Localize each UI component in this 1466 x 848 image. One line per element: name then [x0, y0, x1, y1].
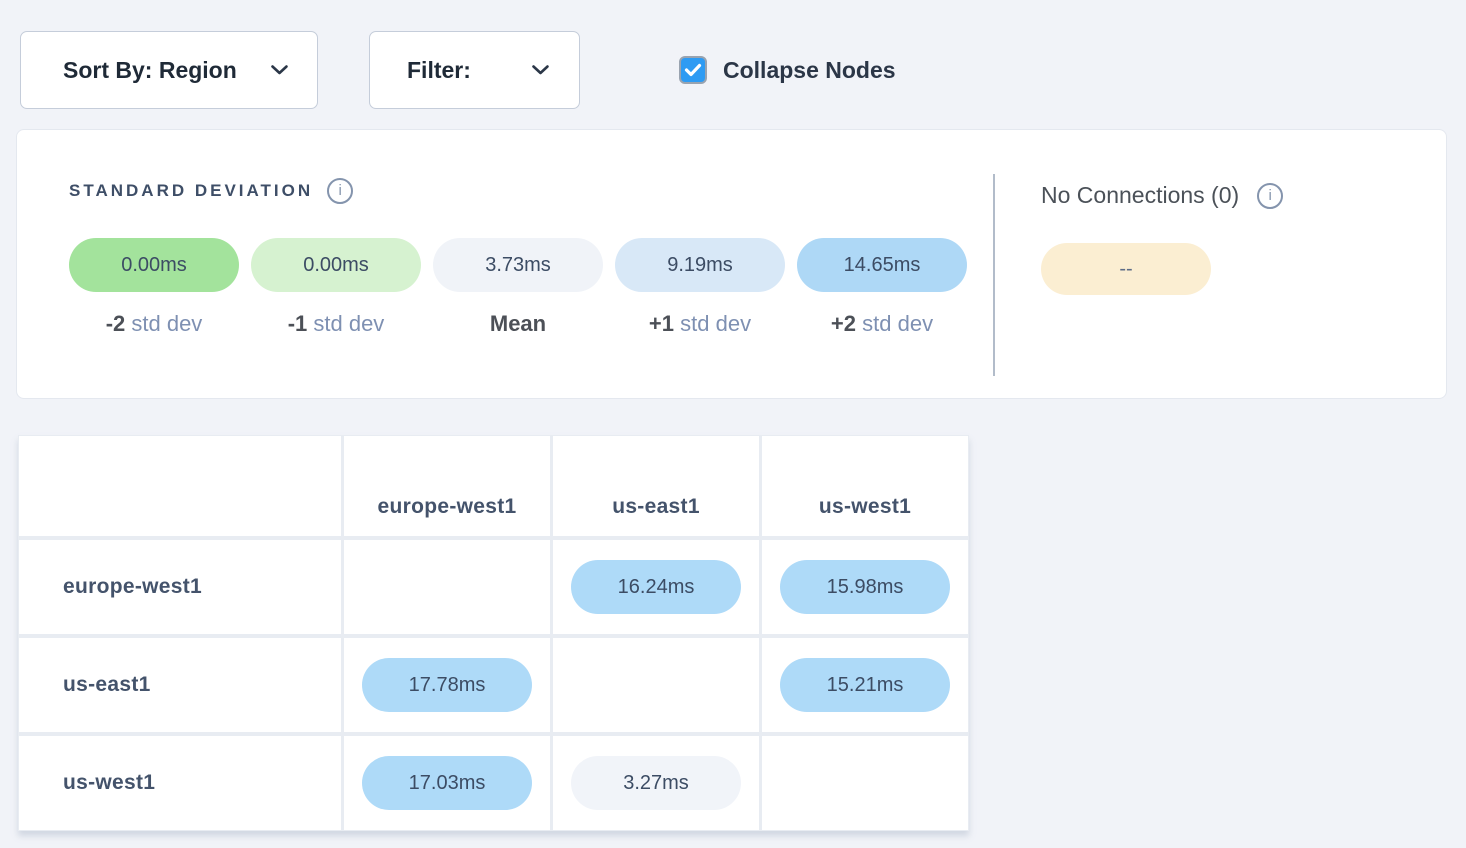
matrix-column-header: us-west1: [762, 436, 968, 536]
legend-label-prefix: Mean: [489, 311, 547, 336]
check-icon: [684, 63, 702, 77]
legend-item: 0.00ms -1 std dev: [251, 238, 421, 337]
latency-pill[interactable]: 16.24ms: [571, 560, 741, 614]
legend-item: 9.19ms +1 std dev: [615, 238, 785, 337]
matrix-column-header: us-east1: [553, 436, 759, 536]
latency-pill[interactable]: 3.27ms: [571, 756, 741, 810]
matrix-row-header: us-west1: [19, 736, 341, 830]
filter-label: Filter:: [407, 56, 471, 83]
sort-by-dropdown[interactable]: Sort By: Region: [20, 31, 318, 109]
latency-pill[interactable]: 17.78ms: [362, 658, 532, 712]
no-connections-pill: --: [1041, 243, 1211, 295]
chevron-down-icon: [531, 64, 550, 76]
legend-label-prefix: +1: [648, 311, 675, 336]
legend-label-suffix: std dev: [680, 311, 752, 336]
legend-label: -1 std dev: [251, 311, 421, 337]
legend-label-suffix: std dev: [862, 311, 934, 336]
legend-label-suffix: std dev: [131, 311, 203, 336]
sort-by-label: Sort By: Region: [63, 56, 237, 83]
latency-matrix: europe-west1 us-east1 us-west1 europe-west1…: [18, 435, 969, 831]
matrix-cell: 3.27ms: [553, 736, 759, 830]
info-icon[interactable]: i: [327, 178, 354, 204]
legend-item: 3.73ms Mean: [433, 238, 603, 337]
latency-pill[interactable]: 17.03ms: [362, 756, 532, 810]
legend-label-prefix: +2: [830, 311, 857, 336]
latency-pill[interactable]: 15.21ms: [780, 658, 950, 712]
toolbar: Sort By: Region Filter: Collapse Nodes: [0, 0, 1466, 109]
no-connections-title: No Connections (0): [1041, 182, 1240, 208]
matrix-column-header: europe-west1: [344, 436, 550, 536]
filter-dropdown[interactable]: Filter:: [369, 31, 580, 109]
matrix-cell: 17.03ms: [344, 736, 550, 830]
matrix-cell: 16.24ms: [553, 540, 759, 634]
matrix-cell: [553, 638, 759, 732]
legend-pill: 9.19ms: [615, 238, 785, 292]
matrix-cell: 17.78ms: [344, 638, 550, 732]
standard-deviation-title: STANDARD DEVIATION: [69, 181, 314, 200]
legend-items: 0.00ms -2 std dev 0.00ms -1 std dev 3.73ms Me…: [69, 238, 1446, 337]
legend-label: +1 std dev: [615, 311, 785, 337]
matrix-cell: 15.21ms: [762, 638, 968, 732]
legend-item: 0.00ms -2 std dev: [69, 238, 239, 337]
legend-label: Mean: [433, 311, 603, 337]
standard-deviation-card: STANDARD DEVIATION i 0.00ms -2 std dev 0.0…: [16, 129, 1447, 399]
matrix-corner-cell: [19, 436, 341, 536]
legend-pill: 3.73ms: [433, 238, 603, 292]
collapse-nodes-label: Collapse Nodes: [723, 56, 896, 83]
chevron-down-icon: [270, 64, 289, 76]
collapse-nodes-group: Collapse Nodes: [679, 56, 896, 84]
latency-pill[interactable]: 15.98ms: [780, 560, 950, 614]
legend-label-prefix: -2: [105, 311, 126, 336]
vertical-divider: [993, 174, 995, 376]
matrix-cell: [344, 540, 550, 634]
legend-pill: 14.65ms: [797, 238, 967, 292]
legend-pill: 0.00ms: [69, 238, 239, 292]
legend-label: +2 std dev: [797, 311, 967, 337]
matrix-row-header: us-east1: [19, 638, 341, 732]
collapse-nodes-checkbox[interactable]: [679, 56, 707, 84]
matrix-cell: 15.98ms: [762, 540, 968, 634]
standard-deviation-section: STANDARD DEVIATION i 0.00ms -2 std dev 0.0…: [17, 130, 1446, 337]
matrix-row-header: europe-west1: [19, 540, 341, 634]
legend-label-prefix: -1: [287, 311, 308, 336]
legend-label-suffix: std dev: [313, 311, 385, 336]
no-connections-section: No Connections (0) i --: [1041, 182, 1284, 295]
latency-matrix-wrap: europe-west1 us-east1 us-west1 europe-west1…: [18, 435, 1466, 831]
matrix-cell: [762, 736, 968, 830]
info-icon[interactable]: i: [1257, 182, 1284, 209]
legend-label: -2 std dev: [69, 311, 239, 337]
legend-pill: 0.00ms: [251, 238, 421, 292]
legend-item: 14.65ms +2 std dev: [797, 238, 967, 337]
